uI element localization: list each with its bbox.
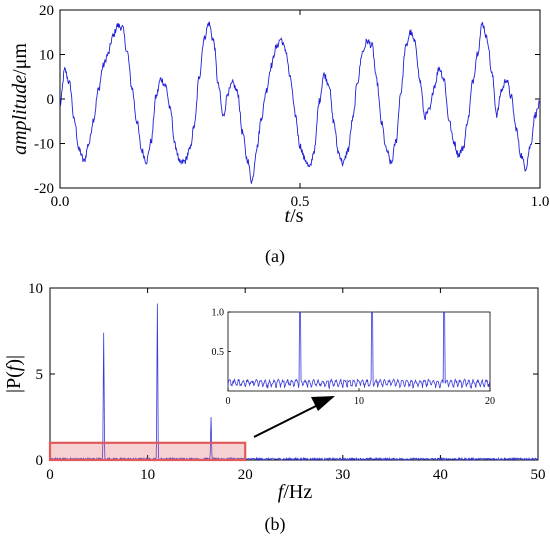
chart-b-xtick-label: 10 bbox=[140, 467, 155, 483]
chart-b: 0 10 20 30 40 50 0 5 10 f/Hz |P(f)| (b) 0 10 20 0.5… bbox=[3, 281, 546, 535]
chart-b-ytick-label: 0 bbox=[36, 453, 44, 469]
inset-frame bbox=[227, 311, 491, 392]
chart-a-xtick-label: 0.0 bbox=[51, 194, 70, 210]
inset-ytick-label: 0.5 bbox=[212, 347, 225, 358]
chart-a-xtick-label: 0.5 bbox=[291, 194, 310, 210]
chart-a-xlabel: t/s bbox=[285, 205, 304, 227]
zoom-arrow-line bbox=[253, 405, 317, 438]
chart-b-xtick-label: 40 bbox=[433, 467, 448, 483]
chart-b-xtick-label: 50 bbox=[531, 467, 546, 483]
chart-b-ytick-label: 5 bbox=[36, 367, 44, 383]
chart-b-ylabel: |P(f)| bbox=[3, 355, 25, 393]
chart-b-xtick-label: 20 bbox=[238, 467, 253, 483]
inset-xtick-label: 10 bbox=[354, 396, 364, 407]
inset-ytick-label: 1.0 bbox=[212, 308, 225, 319]
chart-b-xtick-label: 0 bbox=[46, 467, 54, 483]
inset-series-line bbox=[227, 311, 491, 390]
chart-a-ytick-label: -10 bbox=[34, 137, 54, 153]
chart-a-xtick-label: 1.0 bbox=[531, 194, 550, 210]
inset-xtick-label: 0 bbox=[226, 396, 231, 407]
chart-a-ylabel: amplitude/μm bbox=[9, 43, 31, 155]
chart-b-panel-label: (b) bbox=[265, 514, 286, 535]
inset-ticks: 0 10 20 0.5 1.0 bbox=[212, 308, 496, 408]
chart-a-series-line bbox=[59, 21, 541, 184]
chart-b-inset: 0 10 20 0.5 1.0 bbox=[212, 308, 496, 408]
chart-b-zoom-highlight bbox=[48, 441, 247, 462]
chart-a-ticks: 0.0 0.5 1.0 -20 -10 0 10 20 bbox=[34, 3, 549, 210]
zoom-arrow-head bbox=[311, 396, 335, 411]
chart-a: 0.0 0.5 1.0 -20 -10 0 10 20 t/s amplitude/μm (a… bbox=[9, 3, 549, 267]
chart-a-frame bbox=[59, 9, 541, 189]
chart-b-xtick-label: 30 bbox=[335, 467, 350, 483]
chart-b-ytick-label: 10 bbox=[28, 281, 43, 297]
chart-a-ytick-label: -20 bbox=[34, 181, 54, 197]
inset-xtick-label: 20 bbox=[485, 396, 495, 407]
chart-a-ytick-label: 20 bbox=[39, 3, 54, 19]
chart-b-ticks: 0 10 20 30 40 50 0 5 10 bbox=[28, 281, 546, 483]
chart-a-ytick-label: 0 bbox=[47, 92, 55, 108]
chart-a-panel-label: (a) bbox=[265, 246, 285, 267]
chart-b-xlabel: f/Hz bbox=[278, 481, 313, 503]
chart-a-ytick-label: 10 bbox=[39, 48, 54, 64]
